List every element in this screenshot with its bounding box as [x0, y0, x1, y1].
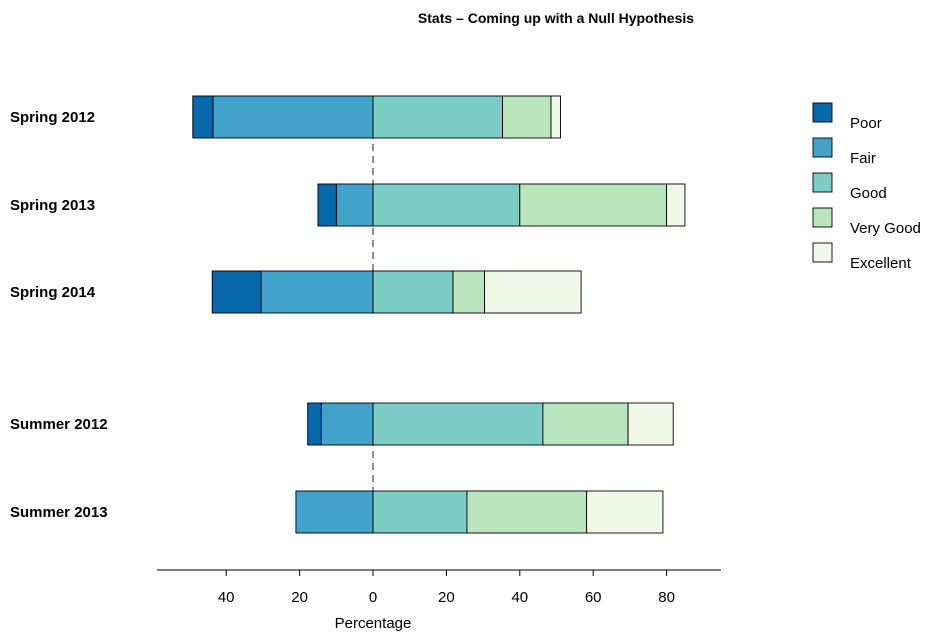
- legend-label-good: Good: [850, 185, 887, 202]
- bar-segment-summer-2012-excellent: [627, 402, 674, 446]
- bar-segment-spring-2012-fair: [212, 95, 374, 139]
- bar-segment-summer-2013-excellent: [586, 490, 664, 534]
- bar-segment-spring-2013-fair: [335, 183, 374, 227]
- bar-segment-spring-2013-good: [372, 183, 521, 227]
- legend-swatch-good: [812, 172, 833, 193]
- bar-segment-spring-2014-poor: [211, 270, 262, 314]
- x-tick-label: 20: [291, 589, 308, 606]
- category-label-spring-2013: Spring 2013: [10, 197, 95, 214]
- bar-segment-summer-2012-fair: [320, 402, 374, 446]
- legend-swatch-poor: [812, 102, 833, 123]
- x-tick-label: 80: [658, 589, 675, 606]
- bar-segment-summer-2012-very-good: [542, 402, 629, 446]
- legend-label-very-good: Very Good: [850, 220, 921, 237]
- x-axis-title: Percentage: [335, 615, 412, 632]
- legend-swatch-very-good: [812, 207, 833, 228]
- bar-segment-summer-2013-good: [372, 490, 468, 534]
- legend-label-fair: Fair: [850, 150, 876, 167]
- legend-label-excellent: Excellent: [850, 255, 912, 272]
- legend-label-poor: Poor: [850, 115, 882, 132]
- bars: [192, 95, 686, 534]
- bar-segment-summer-2012-poor: [307, 402, 322, 446]
- bar-segment-spring-2014-fair: [260, 270, 374, 314]
- bar-segment-spring-2014-very-good: [452, 270, 486, 314]
- bar-segment-summer-2013-fair: [295, 490, 374, 534]
- x-tick-label: 60: [585, 589, 602, 606]
- category-label-summer-2013: Summer 2013: [10, 504, 108, 521]
- bar-segment-summer-2013-very-good: [466, 490, 588, 534]
- bar-segment-spring-2014-excellent: [484, 270, 582, 314]
- bar-segment-spring-2013-poor: [317, 183, 337, 227]
- category-label-spring-2012: Spring 2012: [10, 109, 95, 126]
- legend-swatch-fair: [812, 137, 833, 158]
- x-axis: 40 20 0 20 40 60 80: [157, 569, 721, 606]
- bar-segment-spring-2014-good: [372, 270, 454, 314]
- category-label-summer-2012: Summer 2012: [10, 416, 108, 433]
- bar-segment-spring-2012-very-good: [502, 95, 552, 139]
- bar-segment-spring-2012-poor: [192, 95, 214, 139]
- bar-segment-spring-2013-excellent: [666, 183, 686, 227]
- category-labels: Spring 2012 Spring 2013 Spring 2014 Summer …: [10, 109, 108, 521]
- x-tick-label: 20: [438, 589, 455, 606]
- bar-segment-spring-2012-excellent: [550, 95, 561, 139]
- legend-swatch-excellent: [812, 242, 833, 263]
- legend: Poor Fair Good Very Good Excellent: [812, 102, 921, 272]
- x-tick-label: 40: [218, 589, 235, 606]
- x-tick-label: 0: [369, 589, 377, 606]
- bar-segment-spring-2013-very-good: [519, 183, 668, 227]
- bar-segment-summer-2012-good: [372, 402, 544, 446]
- bar-segment-spring-2012-good: [372, 95, 504, 139]
- category-label-spring-2014: Spring 2014: [10, 284, 96, 301]
- x-tick-label: 40: [511, 589, 528, 606]
- chart-title: Stats – Coming up with a Null Hypothesis: [418, 10, 694, 26]
